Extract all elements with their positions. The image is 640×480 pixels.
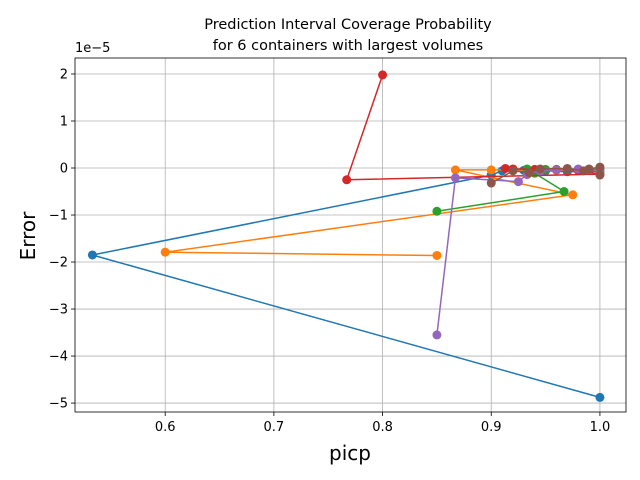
data-point — [450, 165, 460, 175]
data-point — [524, 168, 534, 178]
data-point — [342, 175, 352, 185]
series-5 — [432, 163, 605, 340]
y-tick-label: 0 — [60, 162, 68, 177]
data-point — [432, 206, 442, 216]
grid — [75, 58, 626, 412]
chart-title-line2: for 6 containers with largest volumes — [213, 38, 484, 54]
data-point — [568, 190, 578, 200]
data-point — [595, 162, 605, 172]
x-tick-label: 0.6 — [155, 420, 176, 435]
data-point — [595, 170, 605, 180]
data-point — [160, 247, 170, 257]
series-line — [345, 74, 601, 181]
x-axis-label: picp — [329, 441, 371, 465]
data-point — [432, 330, 442, 340]
data-point — [595, 392, 605, 402]
x-tick-label: 1.0 — [590, 420, 611, 435]
data-point — [535, 164, 545, 174]
x-tick-label: 0.7 — [264, 420, 285, 435]
x-tick-label: 0.9 — [481, 420, 502, 435]
y-tick-label: −3 — [49, 303, 68, 318]
data-point — [432, 250, 442, 260]
y-tick-label: 1 — [60, 114, 68, 129]
data-point — [450, 173, 460, 183]
series-layer — [87, 70, 605, 402]
data-point — [584, 164, 594, 174]
tick-layer: 0.6 0.7 0.8 0.9 1.0 −5 −4 −3 −2 −1 0 1 2 — [49, 67, 610, 435]
y-tick-label: −1 — [49, 209, 68, 224]
data-point — [486, 178, 496, 188]
y-tick-label: 2 — [60, 67, 68, 82]
plot-frame — [74, 57, 627, 413]
data-point — [87, 250, 97, 260]
y-tick-label: −5 — [49, 397, 68, 412]
data-point — [513, 177, 523, 187]
chart-title-line1: Prediction Interval Coverage Probability — [204, 17, 492, 33]
series-line — [91, 169, 601, 399]
data-point — [486, 165, 496, 175]
data-point — [508, 166, 518, 176]
y-tick-label: −2 — [49, 256, 68, 271]
y-axis-label: Error — [16, 211, 40, 261]
y-offset-text: 1e−5 — [75, 41, 110, 56]
x-tick-label: 0.8 — [372, 420, 393, 435]
data-point — [559, 187, 569, 197]
data-point — [551, 165, 561, 175]
data-point — [378, 70, 388, 80]
data-point — [500, 163, 510, 173]
series-6 — [486, 162, 605, 188]
data-point — [562, 163, 572, 173]
y-tick-label: −4 — [49, 350, 68, 365]
